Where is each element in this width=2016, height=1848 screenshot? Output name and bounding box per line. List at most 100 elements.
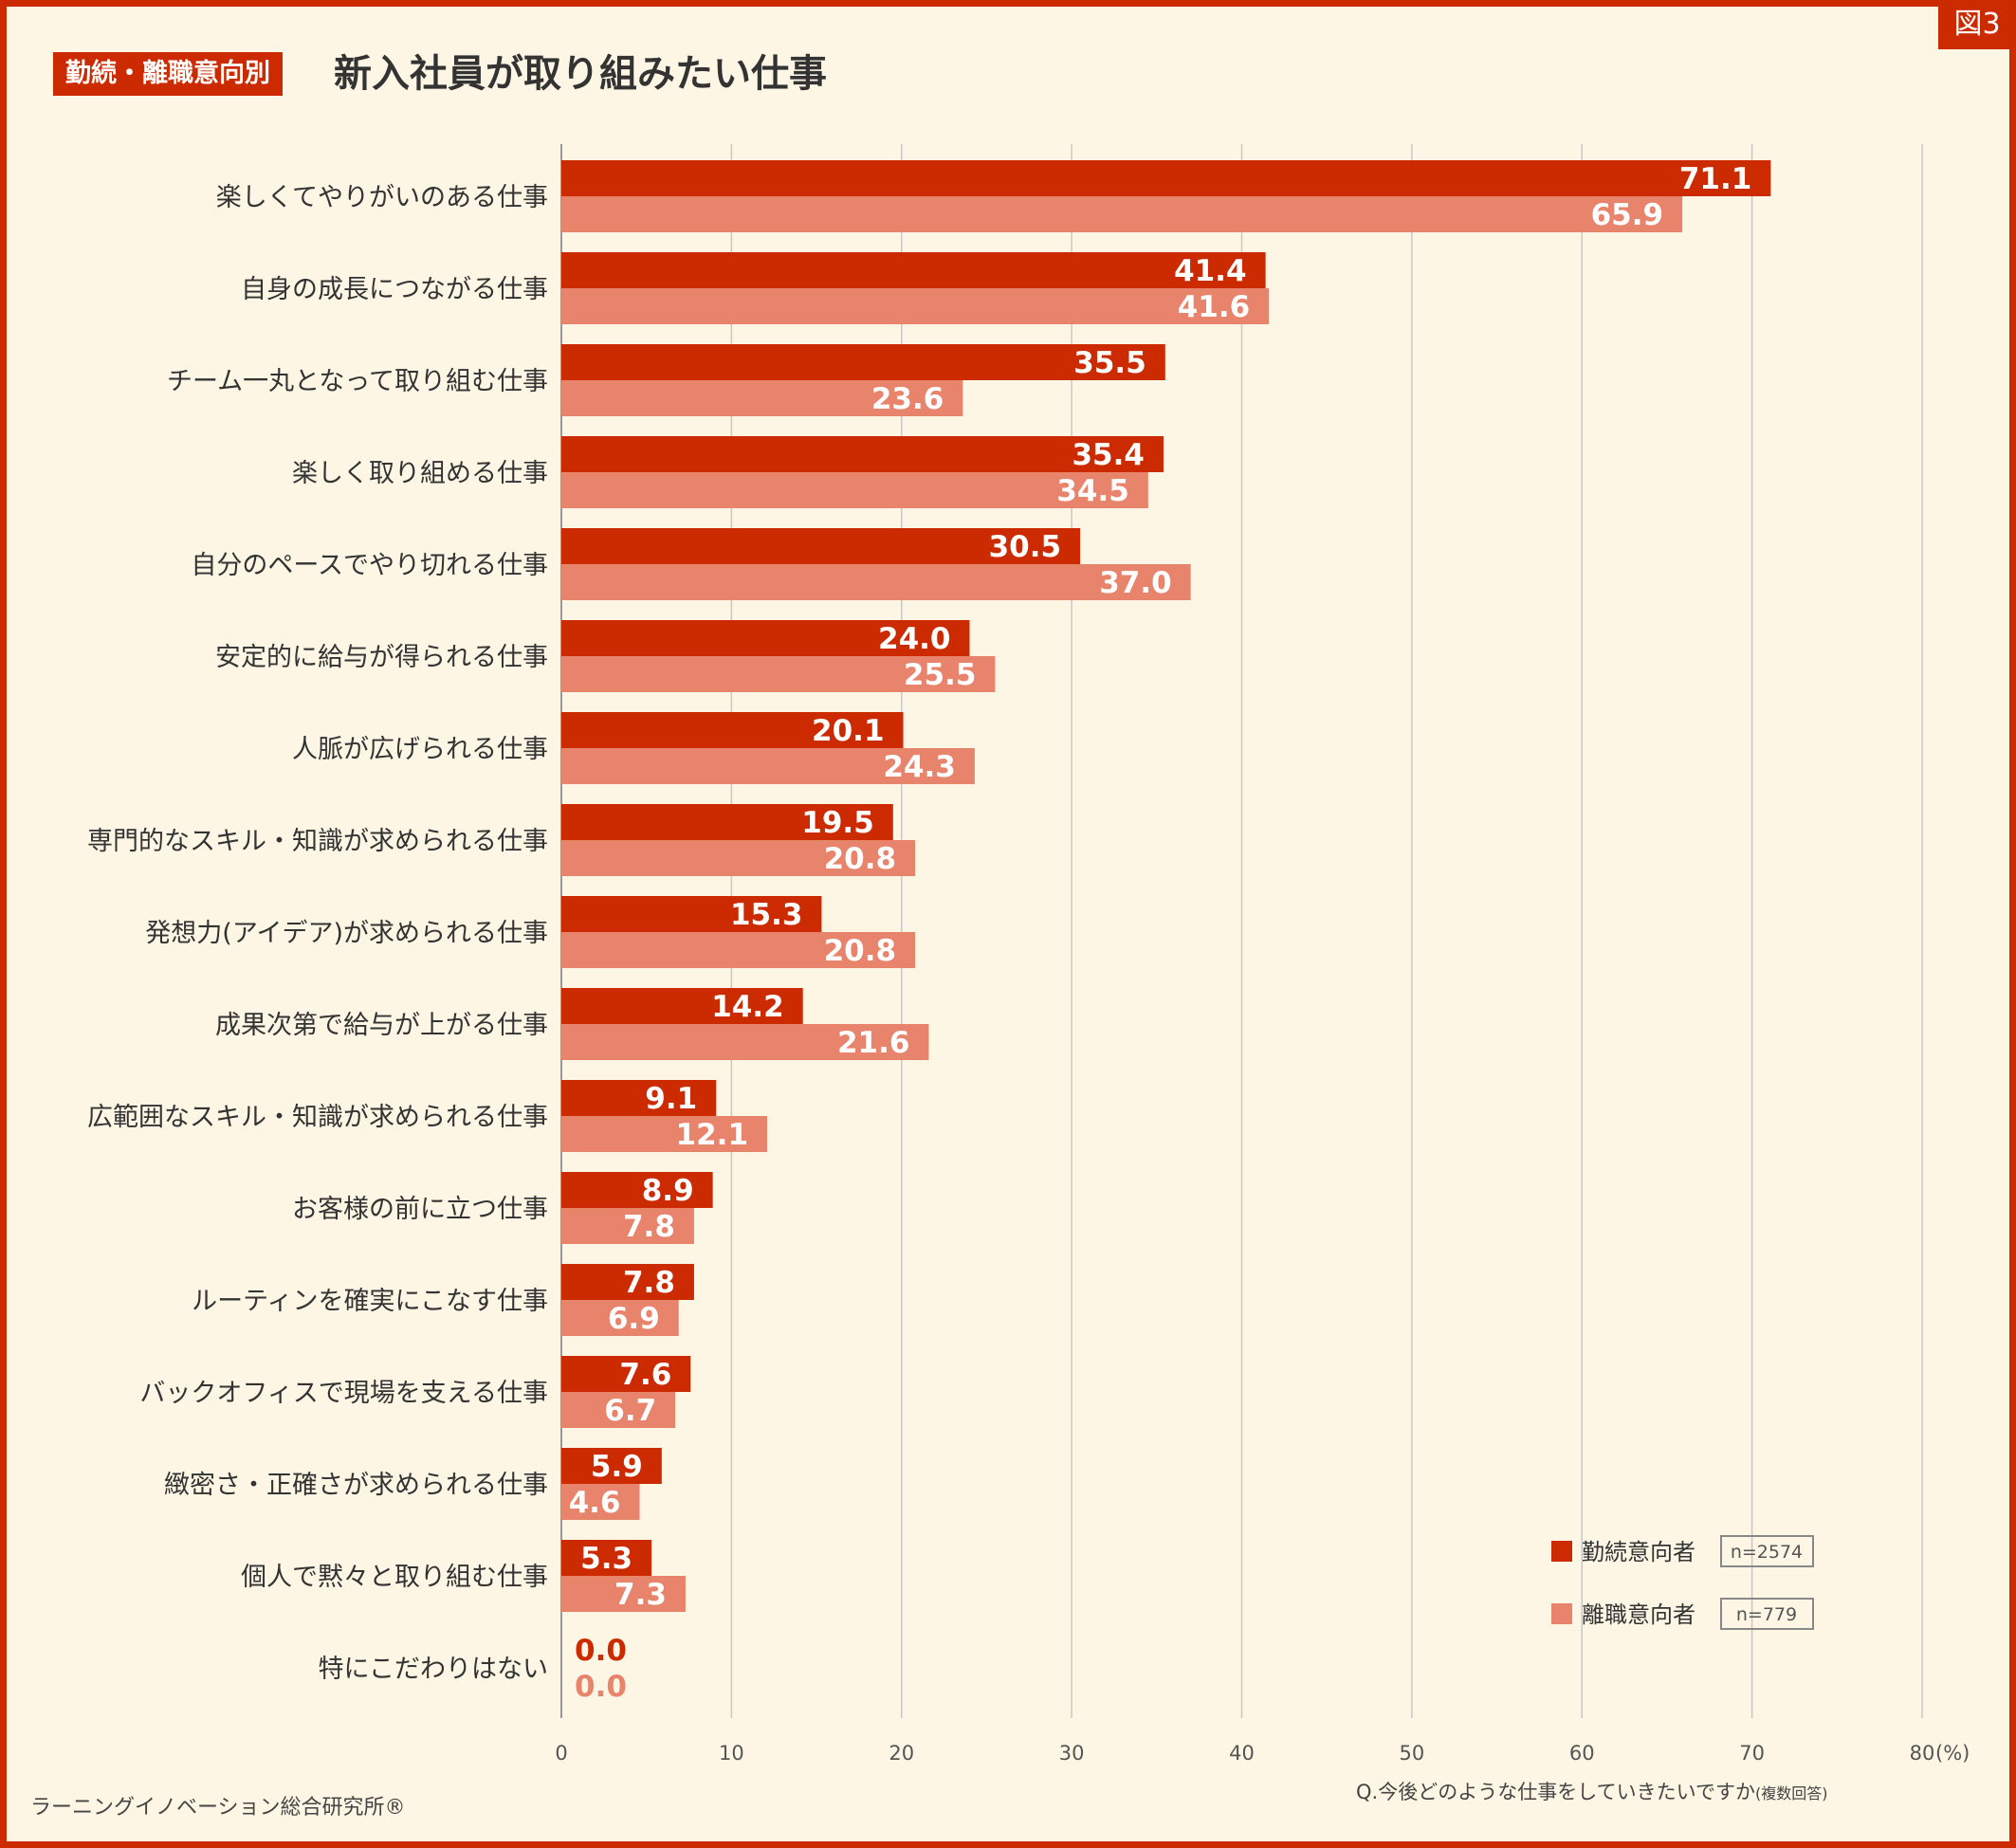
bar-value-label: 24.3 [883,750,956,784]
bar-value-label: 7.3 [614,1578,667,1612]
bar-value-label: 37.0 [1099,566,1172,600]
bar-value-label: 30.5 [989,530,1062,564]
bar-value-label: 9.1 [645,1082,697,1116]
legend-swatch [1551,1541,1572,1562]
category-label: 成果次第で給与が上がる仕事 [215,1011,548,1040]
bar-value-label: 35.4 [1072,438,1145,472]
bar-continue [561,1080,717,1116]
category-label: 楽しくてやりがいのある仕事 [216,183,548,212]
source-credit: ラーニングイノベーション総合研究所® [30,1796,406,1820]
bar-continue [561,160,1771,196]
bar-continue [561,436,1164,472]
x-tick-label: 80 [1910,1742,1935,1765]
bar-value-label: 35.5 [1073,346,1146,380]
bar-leave [561,656,996,692]
legend-label: 勤続意向者 [1582,1539,1695,1565]
category-label: 人脈が広げられる仕事 [292,735,548,764]
bar-continue [561,988,803,1024]
bar-continue [561,344,1165,380]
x-tick-label: 0 [555,1742,567,1765]
bar-leave [561,380,963,416]
bar-value-label: 12.1 [676,1118,749,1152]
bar-value-label: 4.6 [569,1486,621,1520]
bar-value-label: 6.9 [608,1302,660,1336]
bar-value-label: 14.2 [711,990,784,1024]
question-note: (複数回答) [1754,1784,1828,1802]
bar-leave [561,1576,686,1612]
bar-leave [561,1300,679,1336]
category-label: ルーティンを確実にこなす仕事 [192,1287,548,1316]
bar-value-label: 8.9 [642,1174,694,1208]
bar-continue [561,1356,691,1392]
bar-value-label: 20.8 [824,842,897,876]
bar-value-label: 6.7 [604,1394,656,1428]
bar-value-label: 24.0 [878,622,951,656]
category-label: 楽しく取り組める仕事 [292,459,548,488]
bar-value-label: 19.5 [801,806,874,840]
category-label: 広範囲なスキル・知識が求められる仕事 [87,1103,548,1132]
bar-continue [561,896,822,932]
bar-leave [561,1116,768,1152]
bar-continue [561,252,1266,288]
bar-leave [561,1024,929,1060]
bar-leave [561,1208,694,1244]
bar-continue [561,712,904,748]
bar-continue [561,528,1081,564]
x-tick-label: 60 [1569,1742,1595,1765]
bar-continue [561,804,893,840]
figure-number-label: 図3 [1938,0,2016,49]
survey-question: Q.今後どのような仕事をしていきたいですか(複数回答) [1356,1777,1827,1805]
legend-n-box [1720,1535,1814,1567]
bar-continue [561,1264,694,1300]
bar-value-label: 15.3 [730,898,803,932]
legend-label: 離職意向者 [1582,1601,1695,1628]
bar-value-label: 0.0 [575,1670,627,1704]
bar-value-label: 5.3 [580,1542,632,1576]
bar-value-label: 21.6 [837,1026,910,1060]
category-label: 安定的に給与が得られる仕事 [215,643,548,672]
category-label: 緻密さ・正確さが求められる仕事 [164,1471,548,1500]
legend-n-label: n=779 [1736,1604,1797,1625]
legend-n-box [1720,1598,1814,1630]
category-label: 自分のペースでやり切れる仕事 [191,551,548,580]
x-tick-label: 10 [719,1742,744,1765]
bar-continue [561,1448,662,1484]
bar-leave [561,472,1148,508]
bar-leave [561,1484,640,1520]
category-label: 特にこだわりはない [319,1655,548,1684]
x-tick-label: 20 [889,1742,914,1765]
x-axis-unit: (%) [1935,1742,1970,1765]
legend-swatch [1551,1603,1572,1624]
bar-leave [561,1392,676,1428]
category-label: チーム一丸となって取り組む仕事 [167,367,548,396]
bar-value-label: 65.9 [1591,198,1664,232]
x-tick-label: 30 [1059,1742,1085,1765]
category-label: バックオフィスで現場を支える仕事 [139,1379,548,1408]
bar-leave [561,748,975,784]
category-label: 自身の成長につながる仕事 [241,275,548,304]
bar-value-label: 25.5 [904,658,977,692]
legend-n-label: n=2574 [1731,1542,1803,1563]
bar-value-label: 5.9 [591,1450,643,1484]
question-text: Q.今後どのような仕事をしていきたいですか [1356,1781,1755,1803]
bar-continue [561,620,970,656]
bar-value-label: 20.8 [824,934,897,968]
bar-leave [561,196,1683,232]
bar-value-label: 41.4 [1174,254,1247,288]
bar-value-label: 20.1 [812,714,885,748]
category-label: お客様の前に立つ仕事 [292,1195,548,1224]
bar-value-label: 34.5 [1056,474,1129,508]
bar-value-label: 41.6 [1178,290,1251,324]
bar-value-label: 7.8 [623,1266,675,1300]
x-tick-label: 40 [1229,1742,1255,1765]
x-tick-label: 50 [1400,1742,1425,1765]
chart-title: 新入社員が取り組みたい仕事 [334,52,827,96]
category-label: 個人で黙々と取り組む仕事 [241,1563,548,1592]
bar-value-label: 0.0 [575,1634,627,1668]
bar-leave [561,288,1270,324]
category-label: 専門的なスキル・知識が求められる仕事 [87,827,548,856]
x-tick-label: 70 [1739,1742,1765,1765]
bar-value-label: 23.6 [871,382,944,416]
bar-continue [561,1540,652,1576]
bar-value-label: 71.1 [1679,162,1752,196]
